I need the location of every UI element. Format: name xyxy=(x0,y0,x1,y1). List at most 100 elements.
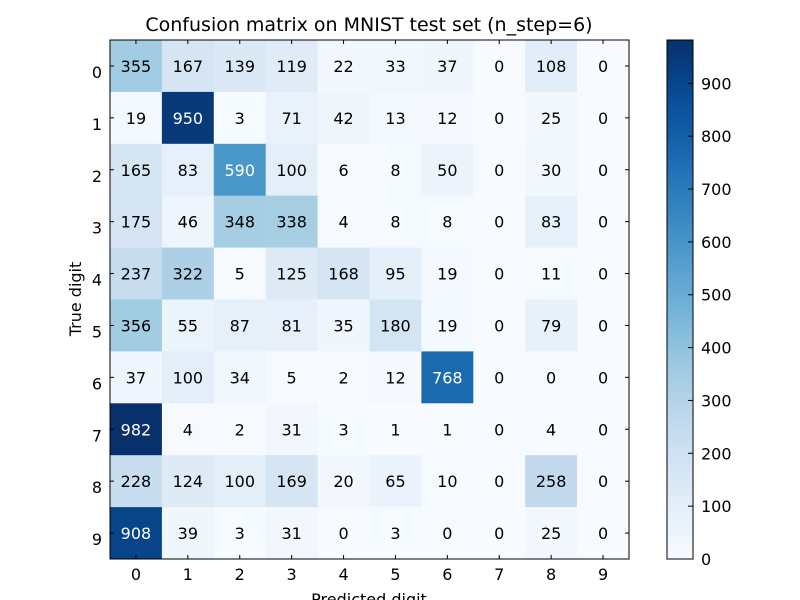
heatmap-cell xyxy=(577,403,630,456)
cell-value-label: 228 xyxy=(121,472,152,491)
heatmap-cell xyxy=(213,403,267,456)
cell-value-label: 30 xyxy=(541,161,561,180)
heatmap-cell xyxy=(265,195,319,249)
cell-value-label: 108 xyxy=(536,57,567,76)
y-tick-label: 9 xyxy=(92,530,102,549)
cell-value-label: 258 xyxy=(536,472,567,491)
heatmap-cell xyxy=(473,91,526,145)
cell-value-label: 2 xyxy=(235,420,245,439)
cell-value-label: 0 xyxy=(494,109,504,128)
heatmap-cell xyxy=(213,143,267,197)
cell-value-label: 37 xyxy=(126,368,146,387)
cell-value-label: 0 xyxy=(598,472,608,491)
x-tick-label: 4 xyxy=(338,565,348,584)
cell-value-label: 0 xyxy=(494,316,504,335)
cell-value-label: 180 xyxy=(380,316,411,335)
heatmap-cell xyxy=(525,351,578,404)
cell-value-label: 5 xyxy=(235,265,245,284)
heatmap-cell xyxy=(525,247,578,300)
heatmap-cell xyxy=(421,247,474,300)
cell-value-label: 31 xyxy=(281,524,301,543)
cell-value-label: 168 xyxy=(328,265,359,284)
cell-value-label: 81 xyxy=(281,316,301,335)
cell-value-label: 22 xyxy=(333,57,353,76)
cell-value-label: 87 xyxy=(230,316,250,335)
heatmap-cell xyxy=(525,299,578,352)
heatmap-cell xyxy=(110,91,163,145)
cell-value-label: 8 xyxy=(390,213,400,232)
cell-value-label: 1 xyxy=(442,420,452,439)
colorbar-tick-label: 600 xyxy=(701,233,732,252)
cell-value-label: 19 xyxy=(437,316,457,335)
cell-value-label: 34 xyxy=(230,368,250,387)
heatmap-cell xyxy=(369,195,422,249)
heatmap-cell xyxy=(369,40,422,93)
cell-value-label: 10 xyxy=(437,472,457,491)
cell-value-label: 2 xyxy=(338,368,348,387)
heatmap-cell xyxy=(161,299,215,352)
cell-value-label: 0 xyxy=(494,57,504,76)
cell-value-label: 167 xyxy=(173,57,204,76)
cell-value-label: 169 xyxy=(276,472,307,491)
heatmap-cell xyxy=(473,403,526,456)
heatmap-cell xyxy=(369,91,422,145)
cell-value-label: 768 xyxy=(432,368,463,387)
cell-value-label: 0 xyxy=(494,161,504,180)
heatmap-cell xyxy=(369,143,422,197)
colorbar-tick-label: 100 xyxy=(701,497,732,516)
heatmap-cell xyxy=(369,299,422,352)
heatmap-cell xyxy=(213,299,267,352)
cell-value-label: 19 xyxy=(437,265,457,284)
y-tick-label: 1 xyxy=(92,115,102,134)
cell-value-label: 83 xyxy=(178,161,198,180)
x-tick-label: 8 xyxy=(546,565,556,584)
heatmap-cell xyxy=(421,455,474,508)
cell-value-label: 0 xyxy=(598,316,608,335)
cell-value-label: 119 xyxy=(276,57,307,76)
x-tick-label: 3 xyxy=(287,565,297,584)
heatmap-cell xyxy=(473,40,526,93)
heatmap-cell xyxy=(265,455,319,508)
heatmap-cell xyxy=(265,91,319,145)
colorbar-tick-label: 300 xyxy=(701,391,732,410)
heatmap-cell xyxy=(525,40,578,93)
cell-value-label: 50 xyxy=(437,161,457,180)
heatmap-cell xyxy=(265,351,319,404)
cell-value-label: 25 xyxy=(541,524,561,543)
cell-value-label: 31 xyxy=(281,420,301,439)
cell-value-label: 338 xyxy=(276,213,307,232)
y-tick-label: 6 xyxy=(92,374,102,393)
heatmap-cell xyxy=(473,143,526,197)
y-tick-label: 5 xyxy=(92,322,102,341)
cell-value-label: 33 xyxy=(385,57,405,76)
cell-value-label: 139 xyxy=(224,57,255,76)
cell-value-label: 42 xyxy=(333,109,353,128)
heatmap-cell xyxy=(577,455,630,508)
cell-value-label: 35 xyxy=(333,316,353,335)
cell-value-label: 65 xyxy=(385,472,405,491)
x-tick-label: 2 xyxy=(235,565,245,584)
heatmap-cell xyxy=(265,40,319,93)
cell-value-label: 590 xyxy=(224,161,255,180)
cell-value-label: 124 xyxy=(173,472,204,491)
cell-value-label: 12 xyxy=(437,109,457,128)
y-tick-label: 3 xyxy=(92,219,102,238)
y-tick-label: 4 xyxy=(92,271,102,290)
heatmap-cell xyxy=(525,91,578,145)
cell-value-label: 5 xyxy=(287,368,297,387)
cell-value-label: 3 xyxy=(235,109,245,128)
x-tick-label: 1 xyxy=(183,565,193,584)
x-axis-title: Predicted digit xyxy=(311,590,427,600)
heatmap-cell xyxy=(577,351,630,404)
cell-value-label: 982 xyxy=(121,420,152,439)
cell-value-label: 71 xyxy=(281,109,301,128)
heatmap-cell xyxy=(317,299,370,352)
x-tick-label: 7 xyxy=(494,565,504,584)
cell-value-label: 46 xyxy=(178,213,198,232)
heatmap-cell xyxy=(110,143,163,197)
colorbar xyxy=(666,39,694,560)
cell-value-label: 908 xyxy=(121,524,152,543)
cell-value-label: 0 xyxy=(598,420,608,439)
cell-value-label: 0 xyxy=(598,57,608,76)
